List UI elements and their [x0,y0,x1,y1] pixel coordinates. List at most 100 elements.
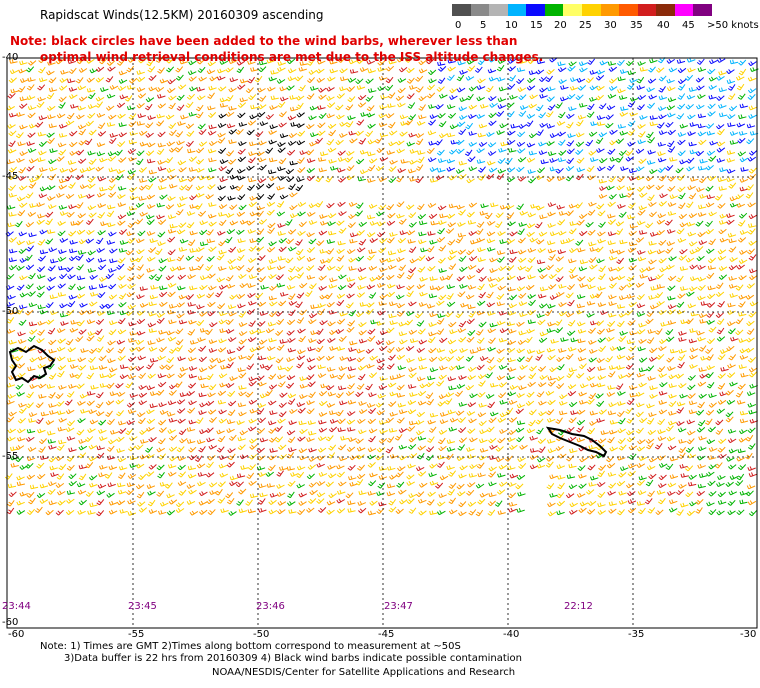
wind-barb [428,426,437,433]
wind-barb [696,491,706,497]
wind-barb [318,471,328,477]
wind-barb [318,230,328,236]
wind-barb [376,147,385,153]
wind-barb [89,301,98,307]
wind-barb [397,402,406,408]
wind-barb [268,427,277,434]
wind-barb [656,122,665,129]
wind-barb [727,232,737,238]
wind-barb [298,335,306,343]
wind-barb [400,159,409,164]
wind-barb [435,285,445,291]
wind-barb [706,272,715,279]
wind-barb [456,383,466,389]
wind-barb [745,490,754,497]
wind-barb [428,213,438,219]
wind-barb [198,141,208,147]
wind-barb [265,328,275,334]
wind-barb [567,133,576,138]
wind-barb [706,130,715,136]
wind-barb [39,249,49,255]
wind-barb [498,147,507,153]
wind-barb [498,481,508,487]
wind-barb [86,87,96,93]
wind-barb [337,285,347,291]
wind-barb [240,465,249,470]
wind-barb [738,212,748,219]
wind-barb [544,309,553,317]
wind-barb [648,66,656,73]
wind-barb [96,346,104,353]
wind-barb [644,498,653,505]
wind-barb [208,124,217,130]
wind-barb [287,436,296,444]
wind-barb [185,101,194,108]
wind-barb [279,86,288,92]
wind-barb [195,203,203,210]
wind-barb [616,365,625,370]
wind-barb [576,426,584,433]
wind-barb [67,300,76,308]
wind-barb [369,355,378,361]
wind-barb [379,132,389,138]
wind-barb [258,104,267,110]
wind-barb [746,320,755,327]
wind-barb [658,373,668,378]
wind-barb [378,176,388,182]
wind-barb [340,76,349,82]
wind-barb [507,83,516,90]
wind-barb [645,479,654,487]
wind-barb [95,166,104,172]
wind-barb [346,419,356,425]
wind-barb [677,361,685,369]
wind-barb [477,374,487,380]
wind-barb [108,439,117,445]
wind-barb [199,220,209,226]
wind-barb [407,239,416,244]
wind-barb [539,87,548,93]
wind-barb [277,231,286,236]
wind-barb [315,201,324,208]
wind-barb [625,149,634,156]
wind-barb [97,131,107,137]
wind-barb [488,417,497,424]
wind-barb [38,57,47,64]
wind-barb [117,220,126,226]
wind-barb [528,372,537,380]
wind-barb [277,256,287,261]
wind-barb [229,77,238,83]
wind-barb [97,483,107,489]
wind-barb [218,204,228,210]
wind-barb [425,256,435,262]
wind-barb [417,400,427,406]
wind-barb [367,151,376,157]
wind-barb [146,267,155,273]
wind-barb [317,455,326,461]
wind-barb [606,105,616,111]
wind-barb [366,402,376,408]
wind-barb [58,102,66,109]
wind-barb [308,313,318,319]
wind-barb [495,446,504,452]
wind-barb [675,373,685,379]
wind-barb [714,462,723,469]
wind-barb [58,133,68,138]
wind-barb [169,456,178,462]
wind-barb [595,320,605,326]
wind-barb [415,138,424,146]
wind-barb [439,475,449,481]
longitude-label: -45 [378,629,395,640]
wind-barb [118,122,127,127]
wind-barb [519,364,528,370]
wind-barb [496,489,506,495]
wind-barb [376,211,385,217]
wind-barb [295,248,304,256]
wind-barb [398,218,407,225]
wind-barb [598,265,606,273]
wind-barb [289,213,299,219]
wind-barb [588,150,597,156]
wind-barb [387,264,397,270]
wind-barb [726,345,735,352]
wind-barb [647,429,657,436]
wind-barb [218,219,227,226]
